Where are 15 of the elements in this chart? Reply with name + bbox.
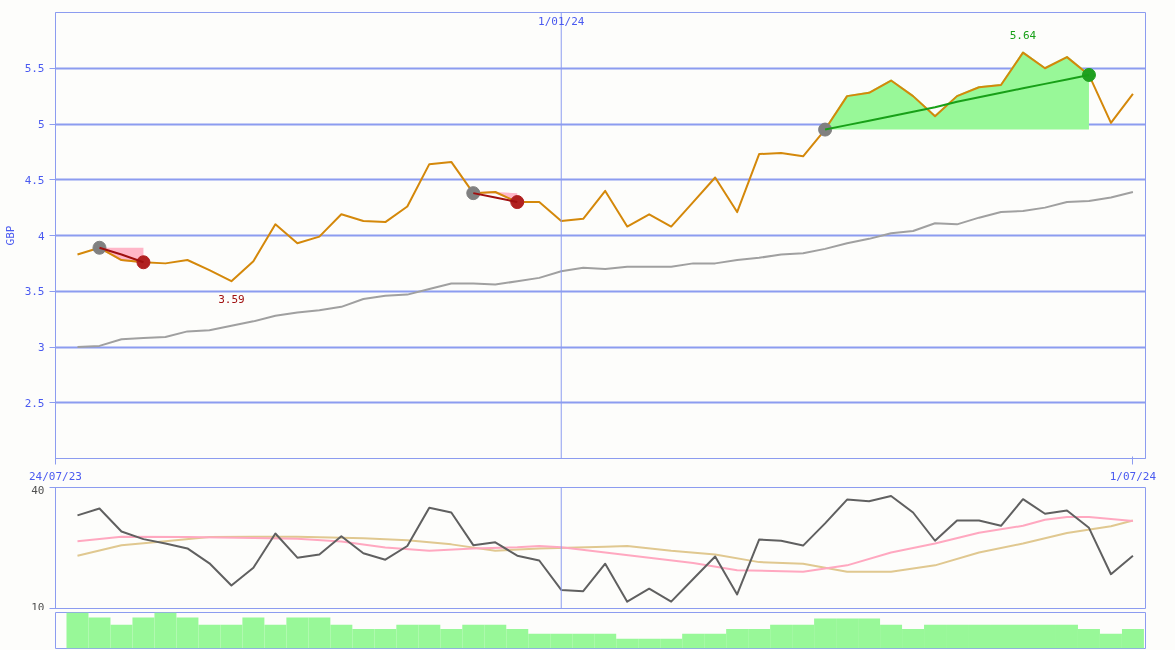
y-tick-label: 5 [37,118,45,131]
x-tick-label: 24/07/23 [29,469,82,483]
x-tick-label: 1/07/24 [1109,469,1157,483]
annotation: 5.64 [1009,28,1037,42]
y-tick-label: 2.5 [24,396,45,410]
y-tick-label: 4.5 [24,173,45,187]
y-tick-label: 5.5 [24,62,45,76]
y-tick-label: 3 [37,341,45,354]
annotation: 3.59 [218,293,245,307]
y-tick-label: 10 [31,600,45,614]
y-tick-label: 3.5 [24,285,45,299]
y-axis-title: GBP [3,225,17,246]
ref-line-label: 1/01/24 [538,14,585,28]
y-tick-label: 4 [37,229,45,243]
y-tick-label: 40 [31,483,45,497]
